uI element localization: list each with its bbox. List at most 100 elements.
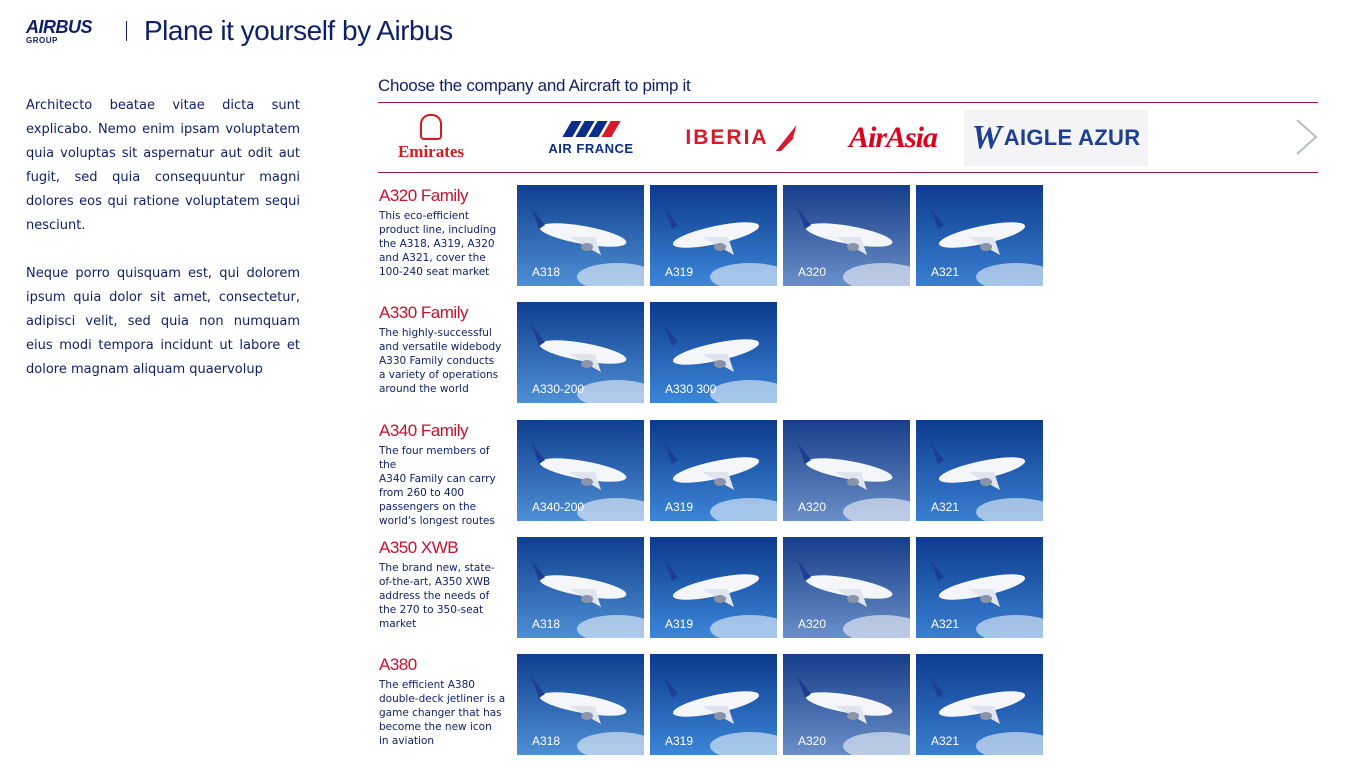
family-info: A320 Family This eco-efficient product lin… [379, 185, 509, 279]
family-info: A330 Family The highly-successful and vers… [379, 302, 509, 396]
aircraft-tile[interactable]: A320 [783, 537, 910, 638]
family-description-line: A340 Family can carry [379, 473, 496, 485]
company-emirates[interactable]: Emirates [386, 110, 476, 166]
family-description-line: The four members of the [379, 445, 490, 471]
logo-wordmark: AIRBUS [26, 16, 93, 37]
company-air-france[interactable]: AIR FRANCE [516, 110, 666, 166]
family-info: A350 XWB The brand new, state-of-the-art,… [379, 537, 509, 631]
aircraft-photo [517, 302, 644, 403]
chevron-right-icon [1296, 119, 1318, 155]
airbus-group-logo[interactable]: AIRBUS GROUP [26, 18, 108, 45]
family-description-line: and versatile widebody [379, 341, 502, 353]
family-description: The brand new, state-of-the-art, A350 XW… [379, 561, 509, 631]
aircraft-family-row: A320 Family This eco-efficient product lin… [379, 185, 1079, 287]
aircraft-photo [517, 537, 644, 638]
aircraft-family-row: A330 Family The highly-successful and vers… [379, 302, 1079, 404]
family-description: The highly-successful and versatile wideb… [379, 326, 509, 396]
logo-subtitle: GROUP [26, 35, 58, 45]
iberia-swoosh-icon [775, 125, 797, 151]
aircraft-tile[interactable]: A321 [916, 654, 1043, 755]
aircraft-label: A320 [798, 617, 827, 631]
company-name: AIR FRANCE [548, 140, 634, 156]
family-description-line: market [379, 618, 417, 630]
aircraft-photo [650, 537, 777, 638]
company-iberia[interactable]: IBERIA [666, 110, 816, 166]
aircraft-tile[interactable]: A330-200 [517, 302, 644, 403]
family-name[interactable]: A330 Family [379, 303, 468, 322]
aircraft-tile[interactable]: A321 [916, 420, 1043, 521]
family-description: This eco-efficient product line, includin… [379, 209, 509, 279]
intro-paragraph: Architecto beatae vitae dicta sunt expli… [26, 98, 300, 233]
family-name[interactable]: A350 XWB [379, 538, 459, 557]
aircraft-photo [916, 420, 1043, 521]
aircraft-tile[interactable]: A320 [783, 185, 910, 286]
aircraft-tiles: A340-200 A319 A320 A321 [517, 420, 1043, 521]
family-name[interactable]: A320 Family [379, 186, 468, 205]
aircraft-label: A319 [665, 265, 694, 279]
family-description: The efficient A380 double-deck jetliner i… [379, 678, 509, 748]
family-name[interactable]: A380 [379, 655, 417, 674]
aircraft-photo [783, 185, 910, 286]
aircraft-photo [916, 654, 1043, 755]
company-name: AIGLE AZUR [1003, 125, 1141, 150]
aircraft-label: A321 [931, 265, 960, 279]
aircraft-tile[interactable]: A318 [517, 185, 644, 286]
family-description-line: A330 Family conducts [379, 355, 495, 367]
family-info: A380 The efficient A380 double-deck jetlin… [379, 654, 509, 748]
aircraft-label: A320 [798, 500, 827, 514]
header-divider [126, 21, 127, 41]
aircraft-tile[interactable]: A340-200 [517, 420, 644, 521]
family-description-line: around the world [379, 383, 469, 395]
aircraft-family-row: A380 The efficient A380 double-deck jetlin… [379, 654, 1079, 756]
aircraft-label: A320 [798, 734, 827, 748]
family-description-line: and A321, cover the [379, 252, 486, 264]
family-description-line: double-deck jetliner is a [379, 693, 506, 705]
family-description-line: of-the-art, A350 XWB [379, 576, 491, 588]
aircraft-tile[interactable]: A319 [650, 185, 777, 286]
family-description-line: The brand new, state- [379, 562, 495, 574]
aircraft-label: A321 [931, 734, 960, 748]
aircraft-label: A340-200 [532, 500, 585, 514]
aircraft-tile[interactable]: A321 [916, 537, 1043, 638]
divider [378, 172, 1318, 173]
aircraft-tile[interactable]: A318 [517, 654, 644, 755]
aircraft-label: A320 [798, 265, 827, 279]
aircraft-photo [517, 420, 644, 521]
carousel-next-button[interactable] [1294, 118, 1320, 156]
family-description-line: address the needs of [379, 590, 490, 602]
aircraft-tiles: A318 A319 A320 A321 [517, 654, 1043, 755]
family-description-line: the 270 to 350-seat [379, 604, 484, 616]
company-aigle-azur[interactable]: W AIGLE AZUR [964, 110, 1148, 166]
company-airasia[interactable]: AirAsia [838, 110, 948, 166]
family-description-line: from 260 to 400 [379, 487, 465, 499]
intro-text: Architecto beatae vitae dicta sunt expli… [26, 94, 300, 406]
aircraft-photo [517, 185, 644, 286]
family-description-line: The highly-successful [379, 327, 492, 339]
aircraft-tile[interactable]: A320 [783, 654, 910, 755]
aircraft-tile[interactable]: A330 300 [650, 302, 777, 403]
aircraft-label: A330-200 [532, 382, 585, 396]
aircraft-tile[interactable]: A319 [650, 420, 777, 521]
aircraft-label: A318 [532, 734, 561, 748]
page-title: Plane it yourself by Airbus [144, 15, 453, 46]
aircraft-tile[interactable]: A318 [517, 537, 644, 638]
aircraft-tile[interactable]: A319 [650, 654, 777, 755]
aircraft-label: A321 [931, 500, 960, 514]
family-info: A340 Family The four members of the A340 F… [379, 420, 509, 528]
family-description-line: passengers on the [379, 501, 477, 513]
family-description-line: in aviation [379, 735, 435, 747]
family-name[interactable]: A340 Family [379, 421, 468, 440]
emirates-emblem-icon [420, 114, 442, 140]
company-name: IBERIA [685, 126, 769, 149]
family-description-line: game changer that has [379, 707, 502, 719]
family-description: The four members of the A340 Family can c… [379, 444, 509, 528]
aircraft-tiles: A318 A319 A320 A321 [517, 185, 1043, 286]
company-name: Emirates [397, 142, 465, 161]
aircraft-label: A321 [931, 617, 960, 631]
aircraft-photo [916, 185, 1043, 286]
aircraft-tile[interactable]: A319 [650, 537, 777, 638]
aircraft-label: A319 [665, 734, 694, 748]
aircraft-tile[interactable]: A321 [916, 185, 1043, 286]
intro-paragraph: Neque porro quisquam est, qui dolorem ip… [26, 266, 300, 377]
aircraft-tile[interactable]: A320 [783, 420, 910, 521]
